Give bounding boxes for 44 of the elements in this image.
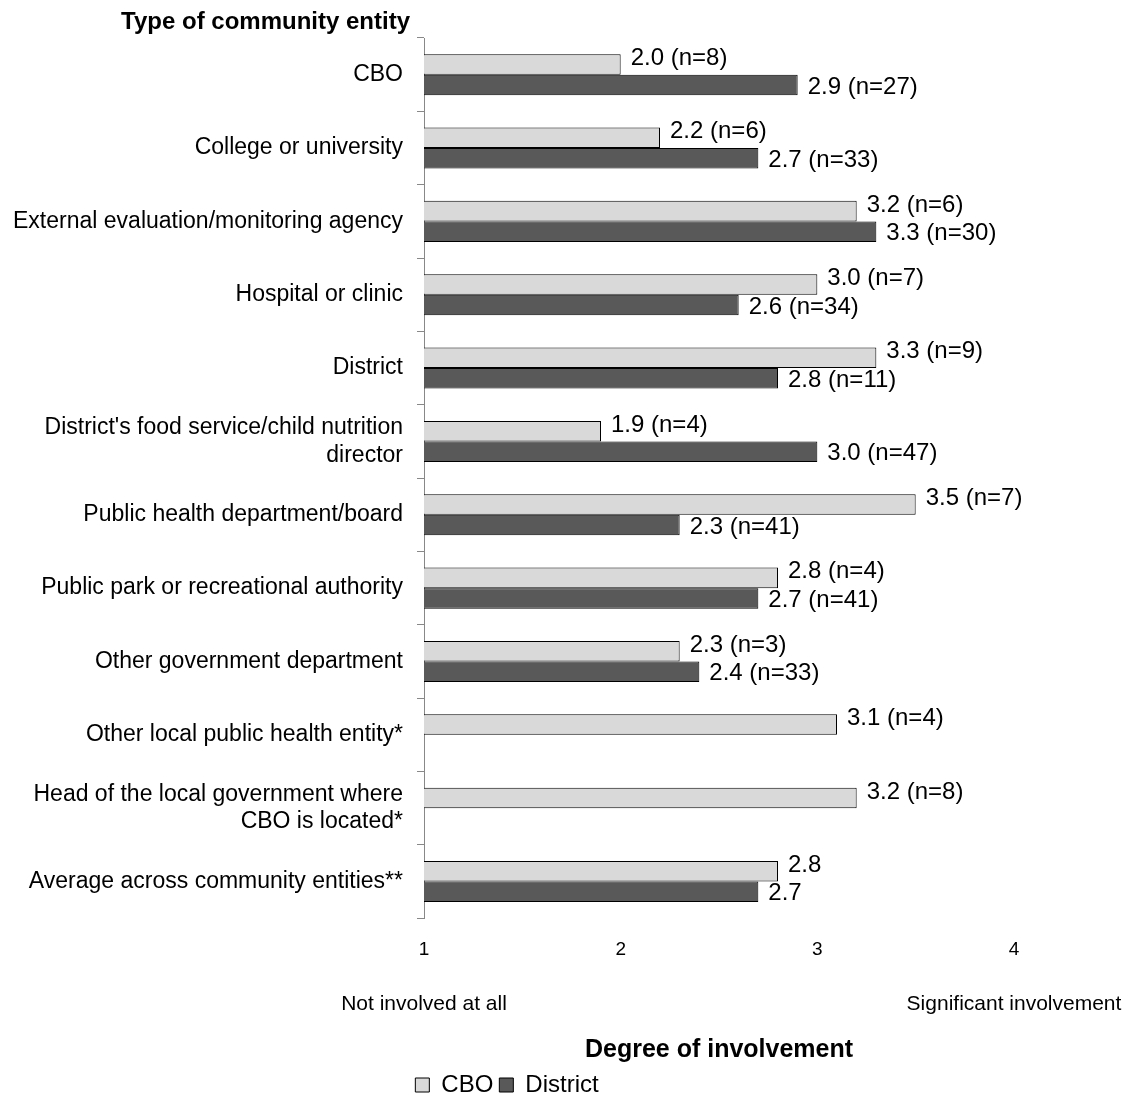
data-label: 3.0 (n=47)	[827, 438, 938, 466]
data-label: 3.1 (n=4)	[847, 703, 944, 731]
y-tick-label: Average across community entities**	[28, 866, 404, 893]
data-label: 2.7	[768, 878, 802, 906]
y-tick-label: District's food service/child nutrition director	[44, 412, 404, 467]
y-tick-label: Public park or recreational authority	[41, 573, 404, 600]
data-label: 2.9 (n=27)	[807, 71, 918, 99]
y-tick-label: College or university	[194, 133, 404, 160]
legend-label: CBO	[441, 1069, 494, 1097]
data-label: 2.6 (n=34)	[748, 291, 859, 319]
legend-label: District	[525, 1069, 599, 1097]
y-tick-label: Head of the local government where CBO is located*	[33, 779, 404, 834]
x-tick-label: 4	[1008, 937, 1020, 959]
data-label: 2.8 (n=4)	[788, 556, 885, 584]
y-tick-label: Other local public health entity*	[85, 720, 404, 747]
data-label: 2.7 (n=41)	[768, 585, 879, 613]
data-label: 2.3 (n=41)	[689, 511, 800, 539]
y-tick-label: External evaluation/monitoring agency	[13, 206, 404, 233]
data-label: 3.0 (n=7)	[827, 263, 925, 291]
data-label: 1.9 (n=4)	[611, 409, 708, 437]
y-tick-label: Public health department/board	[83, 500, 403, 527]
data-label: 2.0 (n=8)	[630, 43, 728, 71]
data-label: 2.2 (n=6)	[670, 116, 767, 144]
y-axis-title: Type of community entity	[121, 6, 411, 34]
data-label: 2.8 (n=11)	[788, 364, 897, 392]
data-label: 3.2 (n=8)	[866, 776, 964, 804]
y-tick-label: Other government department	[94, 646, 404, 673]
data-label: 2.3 (n=3)	[689, 629, 787, 657]
data-label: 3.2 (n=6)	[866, 189, 964, 217]
data-label: 2.7 (n=33)	[768, 144, 879, 172]
data-label: 3.3 (n=9)	[886, 336, 984, 364]
y-tick-label: CBO	[353, 60, 403, 87]
data-label: 2.8	[788, 849, 822, 877]
text: Not involved at all	[341, 991, 507, 1014]
data-label: 3.5 (n=7)	[925, 483, 1023, 511]
text: Significant involvement	[906, 991, 1122, 1014]
data-label: 3.3 (n=30)	[886, 218, 997, 246]
data-label: 2.4 (n=33)	[709, 658, 820, 686]
y-tick-label: District	[332, 353, 404, 380]
y-tick-label: Hospital or clinic	[235, 280, 403, 307]
x-tick-label: 1	[418, 937, 430, 959]
x-tick-label: 2	[615, 937, 626, 959]
x-axis-title: Degree of involvement	[584, 1033, 854, 1062]
x-tick-label: 3	[812, 937, 823, 959]
